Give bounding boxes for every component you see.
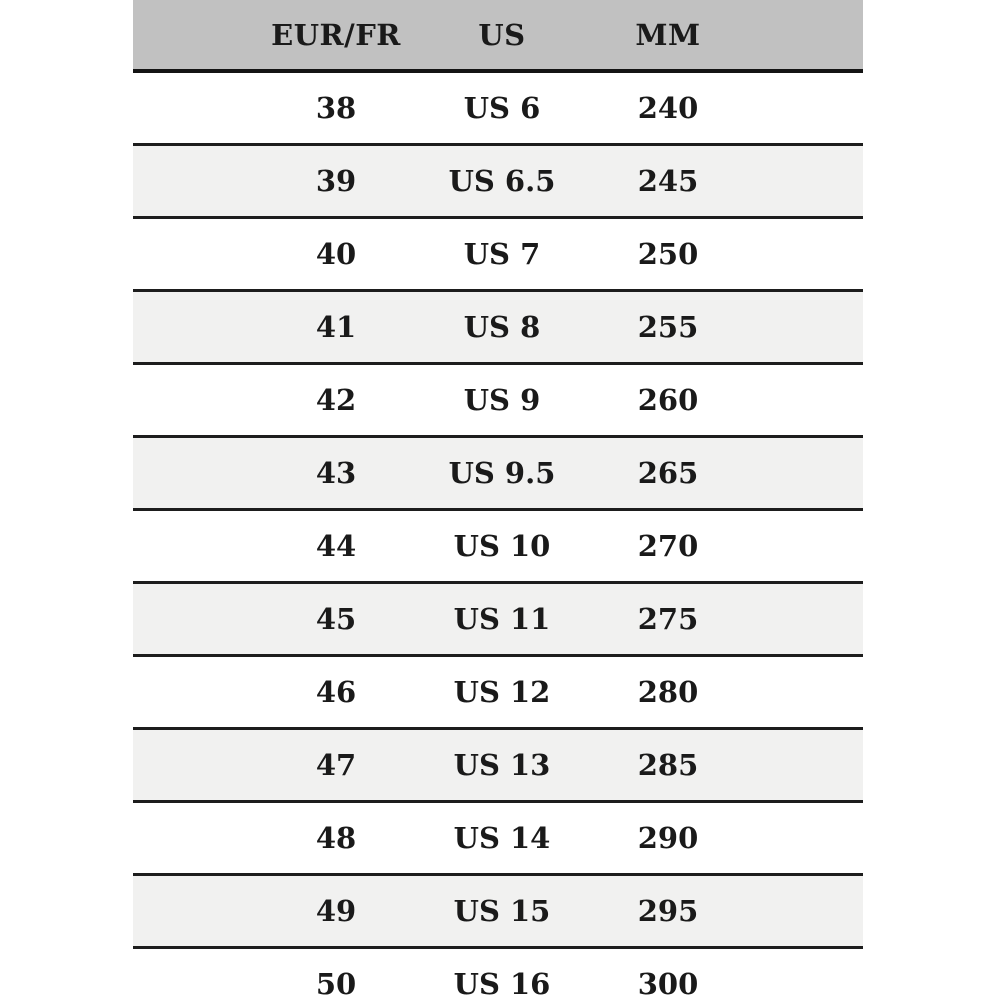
- table-row: 46 US 12 280: [133, 654, 863, 729]
- row-spacer-left: [133, 71, 253, 145]
- size-conversion-table: EUR/FR US MM 38 US 6 240 39 US 6.5 245: [133, 0, 863, 1000]
- table-row: 49 US 15 295: [133, 873, 863, 948]
- row-spacer-left: [133, 289, 253, 364]
- row-spacer-left: [133, 581, 253, 656]
- cell-eur-fr: 38: [315, 91, 357, 125]
- row-spacer-right: [751, 727, 863, 802]
- table-row: 38 US 6 240: [133, 71, 863, 145]
- row-spacer-left: [133, 435, 253, 510]
- cell-eur-fr: 41: [253, 289, 419, 364]
- row-spacer-right: [751, 435, 863, 510]
- row-spacer-left: [133, 946, 253, 1000]
- row-spacer-left: [133, 727, 253, 802]
- cell-mm: 280: [585, 654, 751, 729]
- cell-mm: 275: [585, 581, 751, 656]
- cell-eur-fr: 42: [253, 362, 419, 437]
- table-row: 45 US 11 275: [133, 581, 863, 656]
- row-spacer-right: [751, 216, 863, 291]
- row-spacer-left: [133, 143, 253, 218]
- row-spacer-left: [133, 216, 253, 291]
- cell-us: US 7: [419, 216, 585, 291]
- cell-eur-fr: 40: [253, 216, 419, 291]
- cell-mm: 265: [585, 435, 751, 510]
- cell-mm: 255: [585, 289, 751, 364]
- table-row: 40 US 7 250: [133, 216, 863, 291]
- cell-eur-fr: 43: [253, 435, 419, 510]
- row-spacer-left: [133, 362, 253, 437]
- cell-eur-fr: 39: [253, 143, 419, 218]
- table-row: 44 US 10 270: [133, 508, 863, 583]
- cell-us: US 14: [419, 800, 585, 875]
- cell-us: US 12: [419, 654, 585, 729]
- row-spacer-right: [751, 508, 863, 583]
- cell-mm: 260: [585, 362, 751, 437]
- table-row: 48 US 14 290: [133, 800, 863, 875]
- header-spacer-right: [751, 0, 863, 73]
- cell-mm: 285: [585, 727, 751, 802]
- cell-us: US 10: [419, 508, 585, 583]
- row-spacer-right: [751, 946, 863, 1000]
- cell-mm: 245: [585, 143, 751, 218]
- column-header-eur-fr: EUR/FR: [253, 0, 419, 73]
- row-spacer-right: [751, 800, 863, 875]
- cell-mm: 290: [585, 800, 751, 875]
- row-spacer-right: [751, 581, 863, 656]
- cell-us: US 6: [463, 91, 541, 125]
- cell-us: US 15: [419, 873, 585, 948]
- cell-mm: 300: [585, 946, 751, 1000]
- cell-us: US 9.5: [419, 435, 585, 510]
- cell-mm: 270: [585, 508, 751, 583]
- cell-eur-fr: 47: [253, 727, 419, 802]
- cell-mm: 240: [637, 91, 699, 125]
- header-spacer-left: [133, 0, 253, 73]
- row-spacer-right: [751, 654, 863, 729]
- column-header-us: US: [419, 0, 585, 73]
- cell-mm: 295: [585, 873, 751, 948]
- cell-eur-fr: 44: [253, 508, 419, 583]
- row-spacer-left: [133, 873, 253, 948]
- row-spacer-right: [751, 143, 863, 218]
- row-spacer-left: [133, 654, 253, 729]
- row-spacer-left: [133, 508, 253, 583]
- row-spacer-right: [751, 71, 863, 145]
- row-spacer-right: [751, 873, 863, 948]
- cell-us: US 13: [419, 727, 585, 802]
- cell-eur-fr: 46: [253, 654, 419, 729]
- cell-us: US 9: [419, 362, 585, 437]
- cell-us: US 11: [419, 581, 585, 656]
- row-spacer-right: [751, 362, 863, 437]
- table-row: 50 US 16 300: [133, 946, 863, 1000]
- table-row: 39 US 6.5 245: [133, 143, 863, 218]
- cell-us: US 6.5: [419, 143, 585, 218]
- header-row: EUR/FR US MM: [133, 0, 863, 73]
- cell-us: US 16: [419, 946, 585, 1000]
- table-row: 43 US 9.5 265: [133, 435, 863, 510]
- table-row: 47 US 13 285: [133, 727, 863, 802]
- table-row: 42 US 9 260: [133, 362, 863, 437]
- cell-us: US 8: [419, 289, 585, 364]
- table-row: 41 US 8 255: [133, 289, 863, 364]
- cell-eur-fr: 45: [253, 581, 419, 656]
- row-spacer-right: [751, 289, 863, 364]
- cell-eur-fr: 49: [253, 873, 419, 948]
- row-spacer-left: [133, 800, 253, 875]
- column-header-mm: MM: [585, 0, 751, 73]
- cell-eur-fr: 48: [253, 800, 419, 875]
- cell-mm: 250: [585, 216, 751, 291]
- cell-eur-fr: 50: [253, 946, 419, 1000]
